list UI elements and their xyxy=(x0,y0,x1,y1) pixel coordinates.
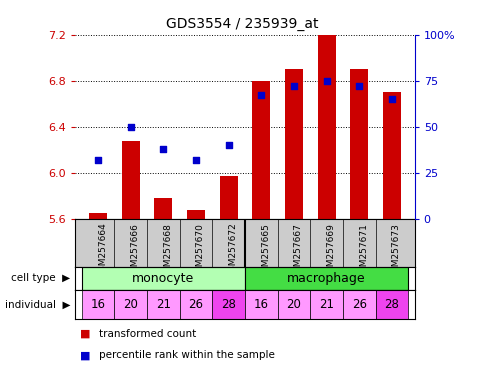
Bar xyxy=(349,69,367,219)
Bar xyxy=(179,290,212,319)
Text: ■: ■ xyxy=(80,350,91,360)
Point xyxy=(126,124,134,130)
Text: 26: 26 xyxy=(351,298,366,311)
Text: cell type  ▶: cell type ▶ xyxy=(11,273,70,283)
Point xyxy=(192,157,199,163)
Text: macrophage: macrophage xyxy=(287,272,365,285)
Text: GSM257669: GSM257669 xyxy=(326,223,335,278)
Bar xyxy=(121,141,139,219)
Bar xyxy=(277,290,310,319)
Bar xyxy=(244,267,408,290)
Point xyxy=(94,157,102,163)
Text: ■: ■ xyxy=(80,329,91,339)
Bar xyxy=(310,290,342,319)
Bar xyxy=(147,290,179,319)
Point xyxy=(387,96,395,102)
Text: transformed count: transformed count xyxy=(99,329,197,339)
Text: GSM257672: GSM257672 xyxy=(228,223,237,278)
Bar xyxy=(81,290,114,319)
Text: 16: 16 xyxy=(253,298,268,311)
Text: GSM257667: GSM257667 xyxy=(293,223,302,278)
Bar xyxy=(212,290,244,319)
Text: GSM257668: GSM257668 xyxy=(163,223,172,278)
Point xyxy=(257,92,265,98)
Text: 28: 28 xyxy=(384,298,398,311)
Text: individual  ▶: individual ▶ xyxy=(5,299,70,310)
Bar xyxy=(317,35,335,219)
Bar xyxy=(382,92,400,219)
Point xyxy=(355,83,363,89)
Point xyxy=(322,78,330,84)
Bar xyxy=(252,81,270,219)
Text: percentile rank within the sample: percentile rank within the sample xyxy=(99,350,275,360)
Text: GSM257664: GSM257664 xyxy=(98,223,107,278)
Text: monocyte: monocyte xyxy=(132,272,194,285)
Text: 20: 20 xyxy=(123,298,138,311)
Text: 21: 21 xyxy=(155,298,170,311)
Bar xyxy=(114,290,147,319)
Text: GDS3554 / 235939_at: GDS3554 / 235939_at xyxy=(166,17,318,31)
Bar xyxy=(375,290,408,319)
Text: GSM257666: GSM257666 xyxy=(130,223,139,278)
Bar xyxy=(219,176,237,219)
Text: 21: 21 xyxy=(318,298,333,311)
Text: 16: 16 xyxy=(91,298,106,311)
Text: GSM257670: GSM257670 xyxy=(196,223,205,278)
Point xyxy=(224,142,232,148)
Point xyxy=(289,83,297,89)
Point xyxy=(159,146,167,152)
Bar xyxy=(187,210,205,219)
Bar xyxy=(89,213,107,219)
Bar xyxy=(154,198,172,219)
Text: GSM257671: GSM257671 xyxy=(359,223,367,278)
Bar xyxy=(81,267,244,290)
Bar xyxy=(284,69,302,219)
Text: 20: 20 xyxy=(286,298,301,311)
Bar xyxy=(244,290,277,319)
Text: GSM257665: GSM257665 xyxy=(261,223,270,278)
Text: 28: 28 xyxy=(221,298,236,311)
Bar xyxy=(342,290,375,319)
Text: 26: 26 xyxy=(188,298,203,311)
Text: GSM257673: GSM257673 xyxy=(391,223,400,278)
